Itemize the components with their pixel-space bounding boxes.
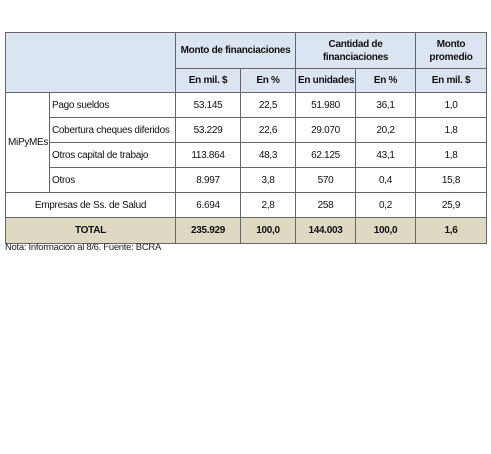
- value-cell: 1,8: [415, 142, 487, 168]
- group-label: MiPyMEs: [5, 92, 50, 193]
- value-cell: 8.997: [175, 167, 241, 193]
- row-label: TOTAL: [5, 217, 176, 244]
- value-cell: 20,2: [355, 117, 416, 143]
- value-cell: 29.070: [295, 117, 356, 143]
- table-body: Monto de financiaciones Cantidad de fina…: [5, 32, 487, 244]
- value-cell: 48,3: [240, 142, 296, 168]
- data-row: Cobertura cheques diferidos 53.229 22,6 29.…: [6, 117, 487, 143]
- header-row: Monto de financiaciones Cantidad de fina…: [5, 32, 487, 93]
- row-label: Cobertura cheques diferidos: [49, 117, 176, 143]
- value-cell: 43,1: [355, 142, 416, 168]
- value-cell: 53.229: [175, 117, 241, 143]
- value-cell: 51.980: [295, 92, 356, 118]
- value-cell: 1,8: [415, 117, 487, 143]
- group-header: Monto de financiaciones: [175, 32, 296, 69]
- value-cell: 15,8: [415, 167, 487, 193]
- value-cell: 100,0: [240, 217, 296, 244]
- table-wrap: Monto de financiaciones Cantidad de fina…: [5, 32, 487, 244]
- sub-header: En %: [240, 68, 296, 93]
- sub-header: En mil. $: [175, 68, 241, 93]
- subheader-row: En mil. $ En % En unidades En % En mil. …: [6, 68, 487, 93]
- value-cell: 1,6: [415, 217, 487, 244]
- financing-table: Monto de financiaciones Cantidad de fina…: [5, 32, 487, 244]
- row-label: Pago sueldos: [49, 92, 176, 118]
- group-header: Monto promedio: [415, 32, 487, 69]
- row-label: Empresas de Ss. de Salud: [5, 192, 176, 218]
- value-cell: 0,4: [355, 167, 416, 193]
- total-row: TOTAL 235.929 100,0 144.003 100,0 1,6: [5, 217, 487, 244]
- value-cell: 3,8: [240, 167, 296, 193]
- row-label: Otros capital de trabajo: [49, 142, 176, 168]
- value-cell: 62.125: [295, 142, 356, 168]
- data-row: Empresas de Ss. de Salud 6.694 2,8 258 0,2 25…: [5, 192, 487, 218]
- value-cell: 22,5: [240, 92, 296, 118]
- value-cell: 2,8: [240, 192, 296, 218]
- value-cell: 6.694: [175, 192, 241, 218]
- row-label: Otros: [49, 167, 176, 193]
- value-cell: 25,9: [415, 192, 487, 218]
- note: Nota: Información al 8/6. Fuente: BCRA: [5, 242, 161, 253]
- data-row: MiPyMEs Pago sueldos 53.145 22,5 51.980 36,1 1…: [5, 92, 487, 193]
- value-cell: 258: [295, 192, 356, 218]
- sub-header: En %: [355, 68, 416, 93]
- sub-header: En mil. $: [415, 68, 487, 93]
- value-cell: 0,2: [355, 192, 416, 218]
- sub-header: En unidades: [295, 68, 356, 93]
- value-cell: 22,6: [240, 117, 296, 143]
- data-row: Otros 8.997 3,8 570 0,4 15,8: [6, 167, 487, 193]
- value-cell: 113.864: [175, 142, 241, 168]
- value-cell: 53.145: [175, 92, 241, 118]
- value-cell: 1,0: [415, 92, 487, 118]
- value-cell: 100,0: [355, 217, 416, 244]
- value-cell: 235.929: [175, 217, 241, 244]
- empty-header: [5, 32, 176, 93]
- value-cell: 570: [295, 167, 356, 193]
- value-cell: 144.003: [295, 217, 356, 244]
- group-header: Cantidad de financiaciones: [295, 32, 416, 69]
- value-cell: 36,1: [355, 92, 416, 118]
- data-row: Otros capital de trabajo 113.864 48,3 62.12…: [6, 142, 487, 168]
